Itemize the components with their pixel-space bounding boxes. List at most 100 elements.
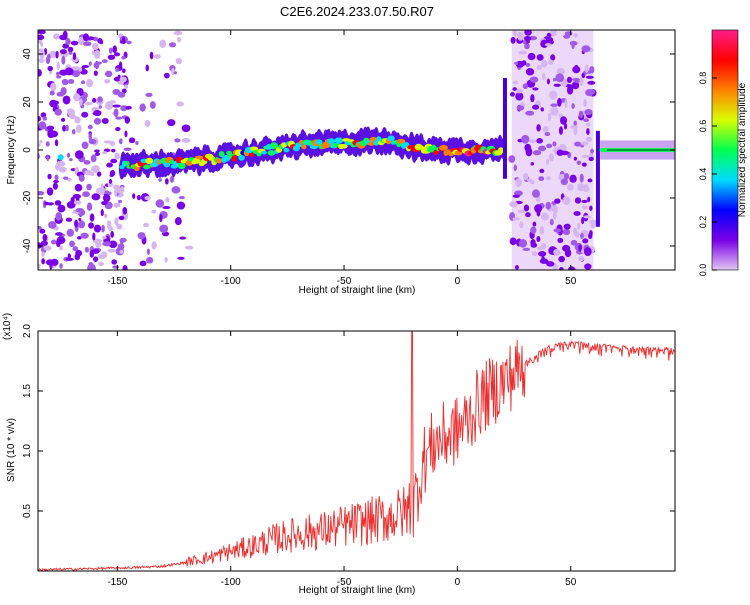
noise-speck (92, 111, 100, 116)
noise-speck (566, 85, 574, 95)
noise-speck (529, 76, 539, 83)
noise-speck (581, 154, 590, 159)
noise-speck (536, 138, 543, 144)
noise-speck (590, 221, 596, 229)
noise-speck (118, 215, 125, 221)
colorbar-label: Normalized spectral amplitude (737, 82, 748, 217)
noise-speck (94, 50, 101, 59)
noise-speck (78, 98, 83, 106)
noise-speck (46, 187, 54, 196)
noise-speck (59, 49, 67, 55)
noise-speck (582, 238, 589, 244)
noise-speck (70, 40, 79, 46)
noise-speck (522, 39, 527, 45)
signal-core (281, 142, 287, 148)
noise-speck (46, 125, 55, 131)
noise-speck (113, 52, 121, 57)
noise-speck (72, 52, 77, 61)
signal-core (222, 154, 231, 162)
noise-speck (577, 187, 585, 192)
noise-speck (552, 77, 557, 82)
x-tick-label: 0 (455, 577, 461, 588)
noise-speck (163, 72, 170, 79)
y-tick-label: 2.0 (22, 324, 33, 338)
noise-speck (522, 173, 529, 181)
noise-speck (42, 116, 48, 121)
colorbar-tick-label: 0.0 (698, 264, 708, 277)
x-tick-label: -150 (107, 276, 127, 287)
colorbar-tick-label: 0.6 (698, 120, 708, 133)
noise-speck (72, 246, 79, 252)
noise-speck (73, 93, 81, 102)
noise-speck (563, 34, 571, 39)
noise-speck (107, 182, 114, 187)
noise-speck (519, 221, 524, 229)
signal-core (439, 144, 448, 151)
noise-speck (509, 201, 518, 208)
snr-x-label: Height of straight line (km) (299, 585, 416, 596)
noise-speck (570, 239, 578, 246)
figure-title: C2E6.2024.233.07.50.R07 (280, 4, 434, 19)
noise-speck (552, 141, 557, 147)
noise-speck (38, 34, 45, 41)
noise-speck (155, 199, 165, 208)
noise-speck (516, 105, 525, 111)
noise-speck (159, 213, 163, 223)
noise-speck (563, 172, 570, 180)
spectrogram-x-label: Height of straight line (km) (299, 285, 416, 296)
noise-speck (546, 78, 550, 85)
isolated-point (57, 154, 64, 161)
noise-speck (122, 68, 126, 74)
x-tick-label: -100 (221, 276, 241, 287)
spectrogram-panel: -150 -100 -50 0 50 -40 -20 0 20 40 Height of str… (6, 29, 676, 296)
noise-speck (41, 251, 45, 257)
x-tick-label: -50 (337, 276, 352, 287)
noise-speck (93, 224, 102, 233)
noise-speck (169, 175, 175, 183)
noise-speck (81, 141, 89, 150)
noise-speck (41, 258, 46, 265)
signal-core (270, 142, 278, 150)
noise-speck (88, 132, 93, 142)
noise-speck (107, 54, 116, 60)
noise-speck (60, 86, 67, 96)
noise-speck (550, 106, 559, 116)
noise-speck (574, 64, 579, 71)
noise-speck (524, 30, 532, 36)
noise-speck (174, 217, 182, 226)
noise-speck (61, 55, 66, 65)
x-tick-label: 0 (455, 276, 461, 287)
noise-speck (104, 104, 111, 109)
noise-speck (124, 84, 129, 89)
noise-speck (68, 51, 73, 55)
noise-speck (540, 107, 544, 112)
colorbar-tick-label: 0.8 (698, 72, 708, 85)
noise-speck (38, 48, 44, 52)
snr-series-line (38, 331, 675, 571)
noise-speck (66, 201, 76, 209)
signal-core (194, 155, 204, 160)
noise-speck (38, 57, 45, 64)
noise-speck (95, 241, 102, 248)
noise-speck (540, 212, 549, 221)
noise-speck (69, 114, 77, 119)
noise-speck (89, 250, 95, 258)
noise-speck (118, 61, 123, 71)
noise-speck (121, 56, 126, 60)
noise-speck (43, 245, 52, 251)
colorbar-gradient (711, 29, 739, 271)
noise-speck (181, 124, 191, 133)
noise-speck (57, 204, 66, 213)
noise-speck (142, 222, 150, 228)
noise-speck (586, 128, 590, 135)
noise-speck (517, 31, 524, 41)
noise-speck (100, 209, 104, 217)
y-tick-label: 1.5 (22, 384, 33, 398)
noise-speck (71, 128, 76, 135)
noise-speck (38, 69, 42, 77)
noise-speck (538, 251, 547, 257)
noise-speck (113, 108, 119, 118)
noise-speck (78, 217, 82, 222)
noise-speck (101, 59, 108, 64)
y-tick-label: 1.0 (22, 444, 33, 458)
